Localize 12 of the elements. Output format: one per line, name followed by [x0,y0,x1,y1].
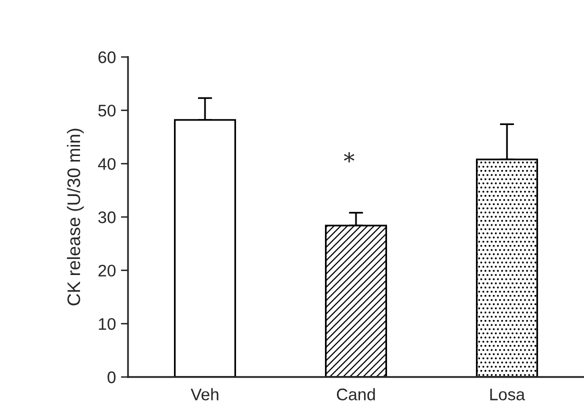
y-tick-label: 20 [98,264,116,277]
x-tick-label: Veh [190,388,218,400]
x-tick-label: Cand [336,388,375,400]
annotation: * [344,152,354,162]
y-axis-title: CK release (U/30 min) [66,128,84,306]
y-tick-label: 60 [98,51,116,64]
y-tick-label: 10 [98,318,116,330]
y-tick-label: 30 [98,211,116,224]
y-tick-label: 50 [98,104,116,117]
x-tick-label: Losa [490,388,526,400]
y-tick-label: 40 [98,158,116,170]
y-tick-label: 0 [108,371,116,384]
